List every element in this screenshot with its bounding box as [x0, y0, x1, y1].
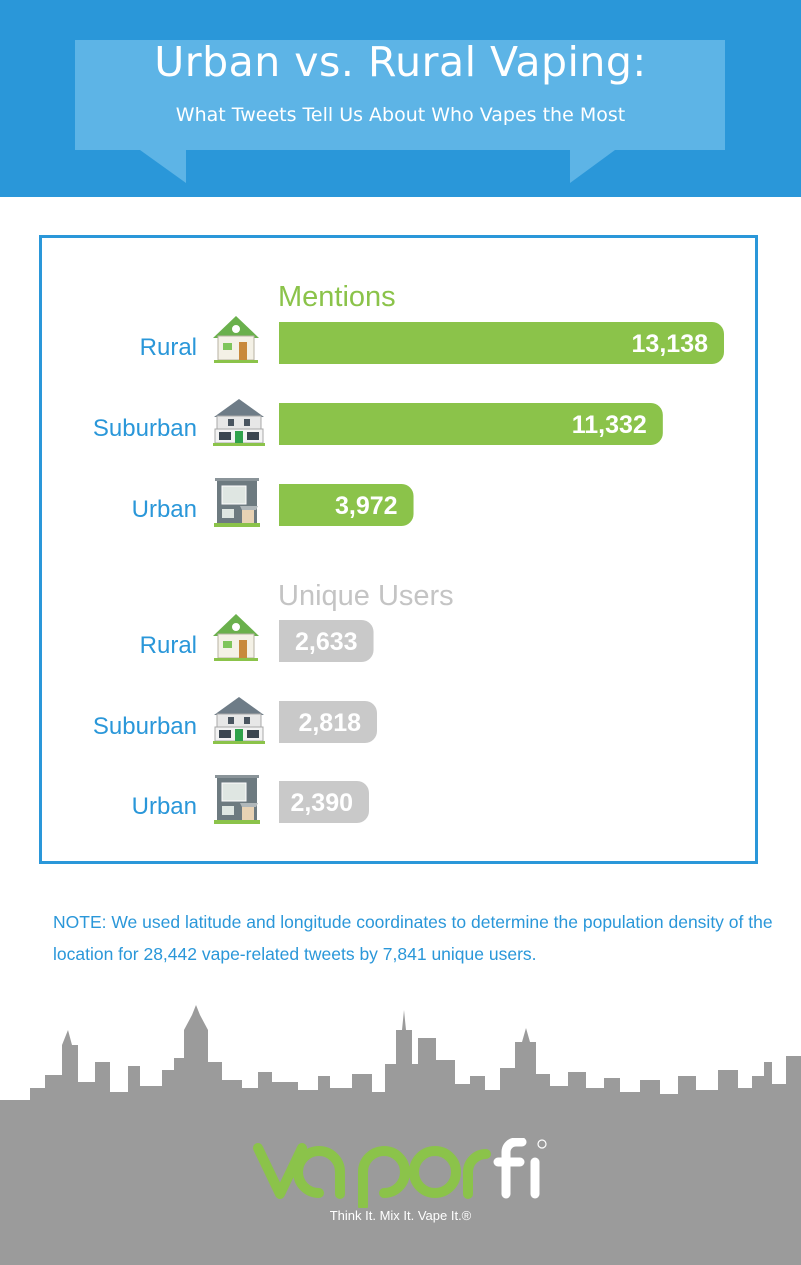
page-title: Urban vs. Rural Vaping: — [154, 38, 647, 86]
bar-charts: Mentions Rural 13,138 Suburban 11,332 Urban 3,… — [93, 281, 724, 824]
category-label: Rural — [140, 632, 197, 659]
chart-title-0: Mentions — [278, 281, 396, 313]
category-label: Urban — [132, 496, 197, 523]
value-label: 3,972 — [335, 492, 398, 520]
page-subtitle: What Tweets Tell Us About Who Vapes the … — [175, 104, 626, 126]
bar — [279, 620, 374, 662]
chart-title-1: Unique Users — [278, 580, 454, 612]
methodology-note: NOTE: We used latitude and longitude coo… — [53, 912, 773, 964]
category-label: Suburban — [93, 713, 197, 740]
chart-panel: Mentions Rural 13,138 Suburban 11,332 Urban 3,… — [39, 235, 758, 864]
value-label: 2,390 — [290, 789, 353, 817]
category-label: Rural — [140, 334, 197, 361]
rural-house-icon — [213, 614, 259, 661]
header-banner: Urban vs. Rural Vaping: What Tweets Tell… — [0, 0, 801, 197]
rural-house-icon — [213, 316, 259, 363]
bar — [279, 484, 414, 526]
category-label: Suburban — [93, 415, 197, 442]
vaporfi-logo — [253, 1138, 547, 1208]
value-label: 13,138 — [632, 330, 709, 358]
bar — [279, 701, 377, 743]
bar — [279, 322, 724, 364]
value-label: 11,332 — [572, 411, 647, 439]
category-label: Urban — [132, 793, 197, 820]
urban-building-icon — [214, 478, 260, 527]
tagline: Think It. Mix It. Vape It.® — [329, 1208, 472, 1223]
bar — [279, 403, 663, 445]
urban-building-icon — [214, 775, 260, 824]
suburban-house-icon — [213, 697, 265, 744]
suburban-house-icon — [213, 399, 265, 446]
bar — [279, 781, 369, 823]
city-skyline — [0, 1005, 801, 1265]
value-label: 2,818 — [298, 709, 361, 737]
value-label: 2,633 — [295, 628, 358, 656]
speech-bubble — [75, 40, 725, 183]
